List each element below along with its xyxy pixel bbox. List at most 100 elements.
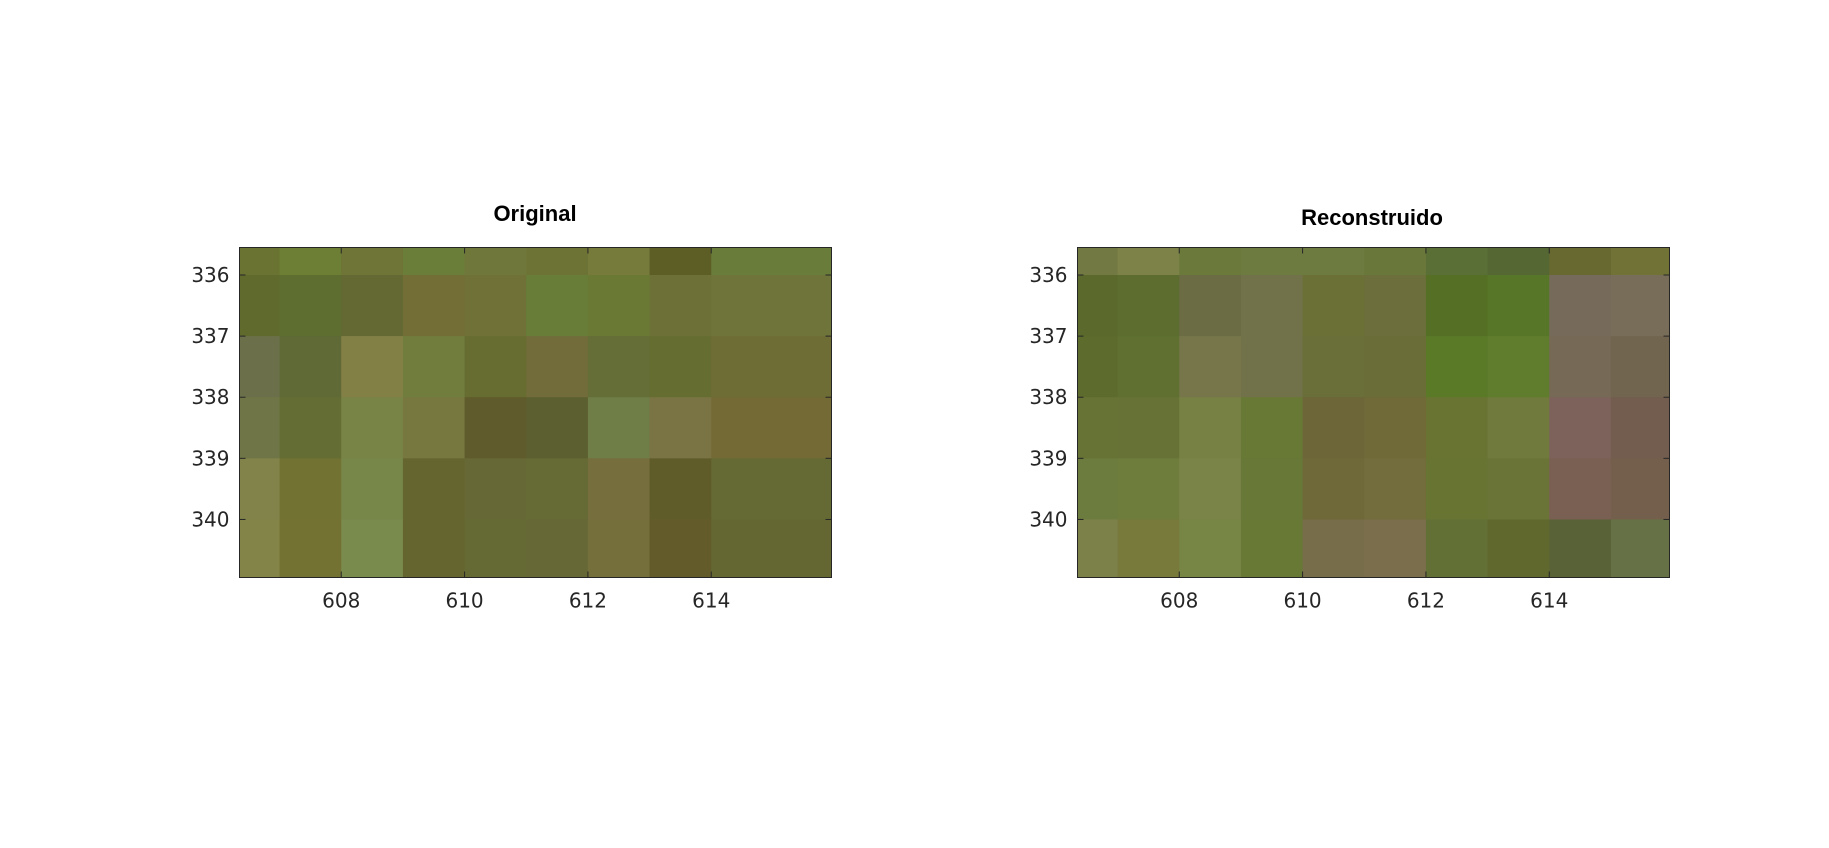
heatmap-cell xyxy=(1077,247,1119,276)
heatmap-cell xyxy=(711,397,832,459)
heatmap-cell xyxy=(402,458,466,520)
heatmap-cell xyxy=(1425,397,1489,459)
x-tick-label: 610 xyxy=(445,589,483,613)
plot-frame-reconstruido xyxy=(1077,247,1670,578)
heatmap-cell xyxy=(1240,519,1304,578)
chart-title-original: Original xyxy=(493,201,576,226)
heatmap-cell xyxy=(1610,397,1670,459)
y-tick-label: 336 xyxy=(191,263,229,287)
heatmap-cell xyxy=(587,275,651,337)
heatmap-cell xyxy=(1077,336,1119,398)
y-tick-label: 338 xyxy=(1029,385,1067,409)
heatmap-cell xyxy=(464,247,527,276)
heatmap-cell xyxy=(587,247,651,276)
heatmap-cell xyxy=(587,397,651,459)
heatmap-cell xyxy=(1364,275,1427,337)
heatmap-cell xyxy=(1487,397,1550,459)
x-tick-label: 610 xyxy=(1283,589,1321,613)
heatmap-cell xyxy=(239,397,281,459)
heatmap-panel-original: Original 608 610 612 614 336 337 338 339 340 xyxy=(191,201,832,613)
heatmap-cell xyxy=(1302,275,1365,337)
heatmap-cell xyxy=(402,247,466,276)
heatmap-cell xyxy=(1179,519,1242,578)
heatmap-cell xyxy=(1364,519,1427,578)
heatmap-cell xyxy=(1302,336,1365,398)
heatmap-cell xyxy=(1425,247,1489,276)
y-tick-label: 338 xyxy=(191,385,229,409)
x-tick-label: 612 xyxy=(569,589,607,613)
heatmap-cell xyxy=(402,275,466,337)
heatmap-cell xyxy=(1364,247,1427,276)
y-tick-label: 337 xyxy=(191,324,229,348)
heatmap-cell xyxy=(279,275,342,337)
heatmap-cell xyxy=(1179,247,1242,276)
heatmap-cell xyxy=(402,519,466,578)
x-tick-label: 614 xyxy=(692,589,730,613)
heatmap-cell xyxy=(239,458,281,520)
heatmap-cell xyxy=(1487,458,1550,520)
heatmap-cell xyxy=(526,336,589,398)
heatmap-cell xyxy=(526,397,589,459)
heatmap-cell xyxy=(1179,336,1242,398)
heatmap-cell xyxy=(1117,275,1180,337)
heatmap-cell xyxy=(341,336,404,398)
y-tick-label: 339 xyxy=(1029,446,1067,470)
heatmap-cell xyxy=(1425,336,1489,398)
heatmap-cell xyxy=(649,247,712,276)
heatmap-cell xyxy=(587,519,651,578)
heatmap-cell xyxy=(464,458,527,520)
heatmap-cell xyxy=(1240,336,1304,398)
heatmap-cell xyxy=(1117,336,1180,398)
heatmap-cell xyxy=(464,397,527,459)
heatmap-cell xyxy=(239,275,281,337)
heatmap-cell xyxy=(711,247,832,276)
heatmap-cell xyxy=(1487,275,1550,337)
heatmap-cell xyxy=(711,519,832,578)
heatmap-cell xyxy=(1487,336,1550,398)
heatmap-cell xyxy=(649,275,712,337)
y-axis-original: 336 337 338 339 340 xyxy=(191,263,832,531)
heatmap-cell xyxy=(526,247,589,276)
heatmap-cell xyxy=(1179,397,1242,459)
heatmap-cell xyxy=(341,458,404,520)
heatmap-cell xyxy=(1179,458,1242,520)
x-axis-reconstruido: 608 610 612 614 xyxy=(1160,247,1568,613)
chart-title-reconstruido: Reconstruido xyxy=(1301,205,1443,230)
heatmap-cell xyxy=(1549,336,1612,398)
x-tick-label: 612 xyxy=(1407,589,1445,613)
heatmap-cell xyxy=(649,458,712,520)
heatmap-cell xyxy=(1117,247,1180,276)
heatmap-cell xyxy=(1077,275,1119,337)
heatmap-cell xyxy=(1610,336,1670,398)
heatmap-cell xyxy=(1240,247,1304,276)
heatmap-cell xyxy=(1077,519,1119,578)
heatmap-cell xyxy=(1240,275,1304,337)
heatmap-panel-reconstruido: Reconstruido 608 610 612 614 336 337 338 339 34… xyxy=(1029,205,1670,613)
heatmap-cell xyxy=(1610,275,1670,337)
heatmap-cell xyxy=(279,397,342,459)
heatmap-cell xyxy=(1425,458,1489,520)
heatmap-cell xyxy=(239,247,281,276)
heatmap-cell xyxy=(1179,275,1242,337)
x-tick-label: 614 xyxy=(1530,589,1568,613)
x-tick-label: 608 xyxy=(322,589,360,613)
heatmap-cell xyxy=(1425,275,1489,337)
heatmap-cell xyxy=(1302,397,1365,459)
heatmap-cell xyxy=(1549,458,1612,520)
plot-frame-original xyxy=(239,247,832,578)
heatmap-cell xyxy=(1487,247,1550,276)
heatmap-cell xyxy=(649,519,712,578)
heatmap-cell xyxy=(1302,458,1365,520)
heatmap-cell xyxy=(1549,397,1612,459)
heatmap-cell xyxy=(1117,519,1180,578)
heatmap-cell xyxy=(526,458,589,520)
heatmap-cell xyxy=(464,336,527,398)
heatmap-cell xyxy=(402,397,466,459)
y-tick-label: 339 xyxy=(191,446,229,470)
heatmap-cell xyxy=(1425,519,1489,578)
heatmap-cell xyxy=(341,397,404,459)
heatmap-cells-original xyxy=(239,247,832,578)
heatmap-cell xyxy=(1302,519,1365,578)
heatmap-cells-reconstruido xyxy=(1077,247,1670,578)
